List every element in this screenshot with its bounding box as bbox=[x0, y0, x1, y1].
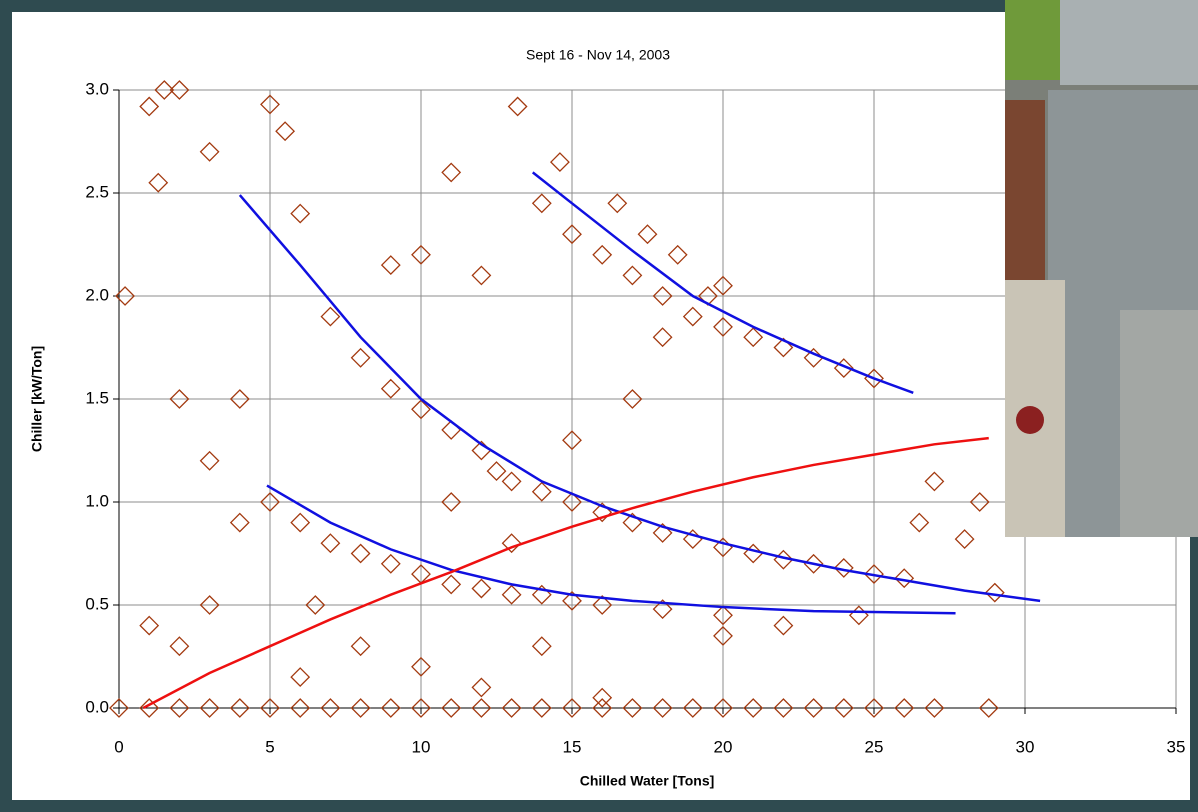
chart-title: Sept 16 - Nov 14, 2003 bbox=[526, 47, 670, 63]
x-tick-label: 15 bbox=[563, 737, 582, 756]
x-tick-label: 5 bbox=[265, 737, 274, 756]
x-tick-label: 25 bbox=[865, 737, 884, 756]
x-axis-label: Chilled Water [Tons] bbox=[580, 773, 715, 789]
y-tick-label: 1.5 bbox=[85, 388, 109, 407]
x-tick-label: 0 bbox=[114, 737, 123, 756]
y-tick-label: 0.0 bbox=[85, 697, 109, 716]
y-tick-label: 0.5 bbox=[85, 594, 109, 613]
photo bbox=[1005, 0, 1198, 537]
page: {"chart_data": { "type": "scatter", "tit… bbox=[0, 0, 1198, 812]
chart: 0.0 0.5 1.0 1.5 2.0 2.5 3.0 0 5 10 15 20 25 30 35 Sept… bbox=[0, 0, 1198, 812]
y-axis-label: Chiller [kW/Ton] bbox=[29, 346, 45, 452]
y-tick-label: 2.0 bbox=[85, 285, 109, 304]
y-tick-label: 3.0 bbox=[85, 79, 109, 98]
x-tick-label: 30 bbox=[1016, 737, 1035, 756]
x-tick-label: 35 bbox=[1167, 737, 1186, 756]
x-tick-label: 20 bbox=[714, 737, 733, 756]
y-tick-label: 2.5 bbox=[85, 182, 109, 201]
x-tick-label: 10 bbox=[412, 737, 431, 756]
y-tick-label: 1.0 bbox=[85, 491, 109, 510]
